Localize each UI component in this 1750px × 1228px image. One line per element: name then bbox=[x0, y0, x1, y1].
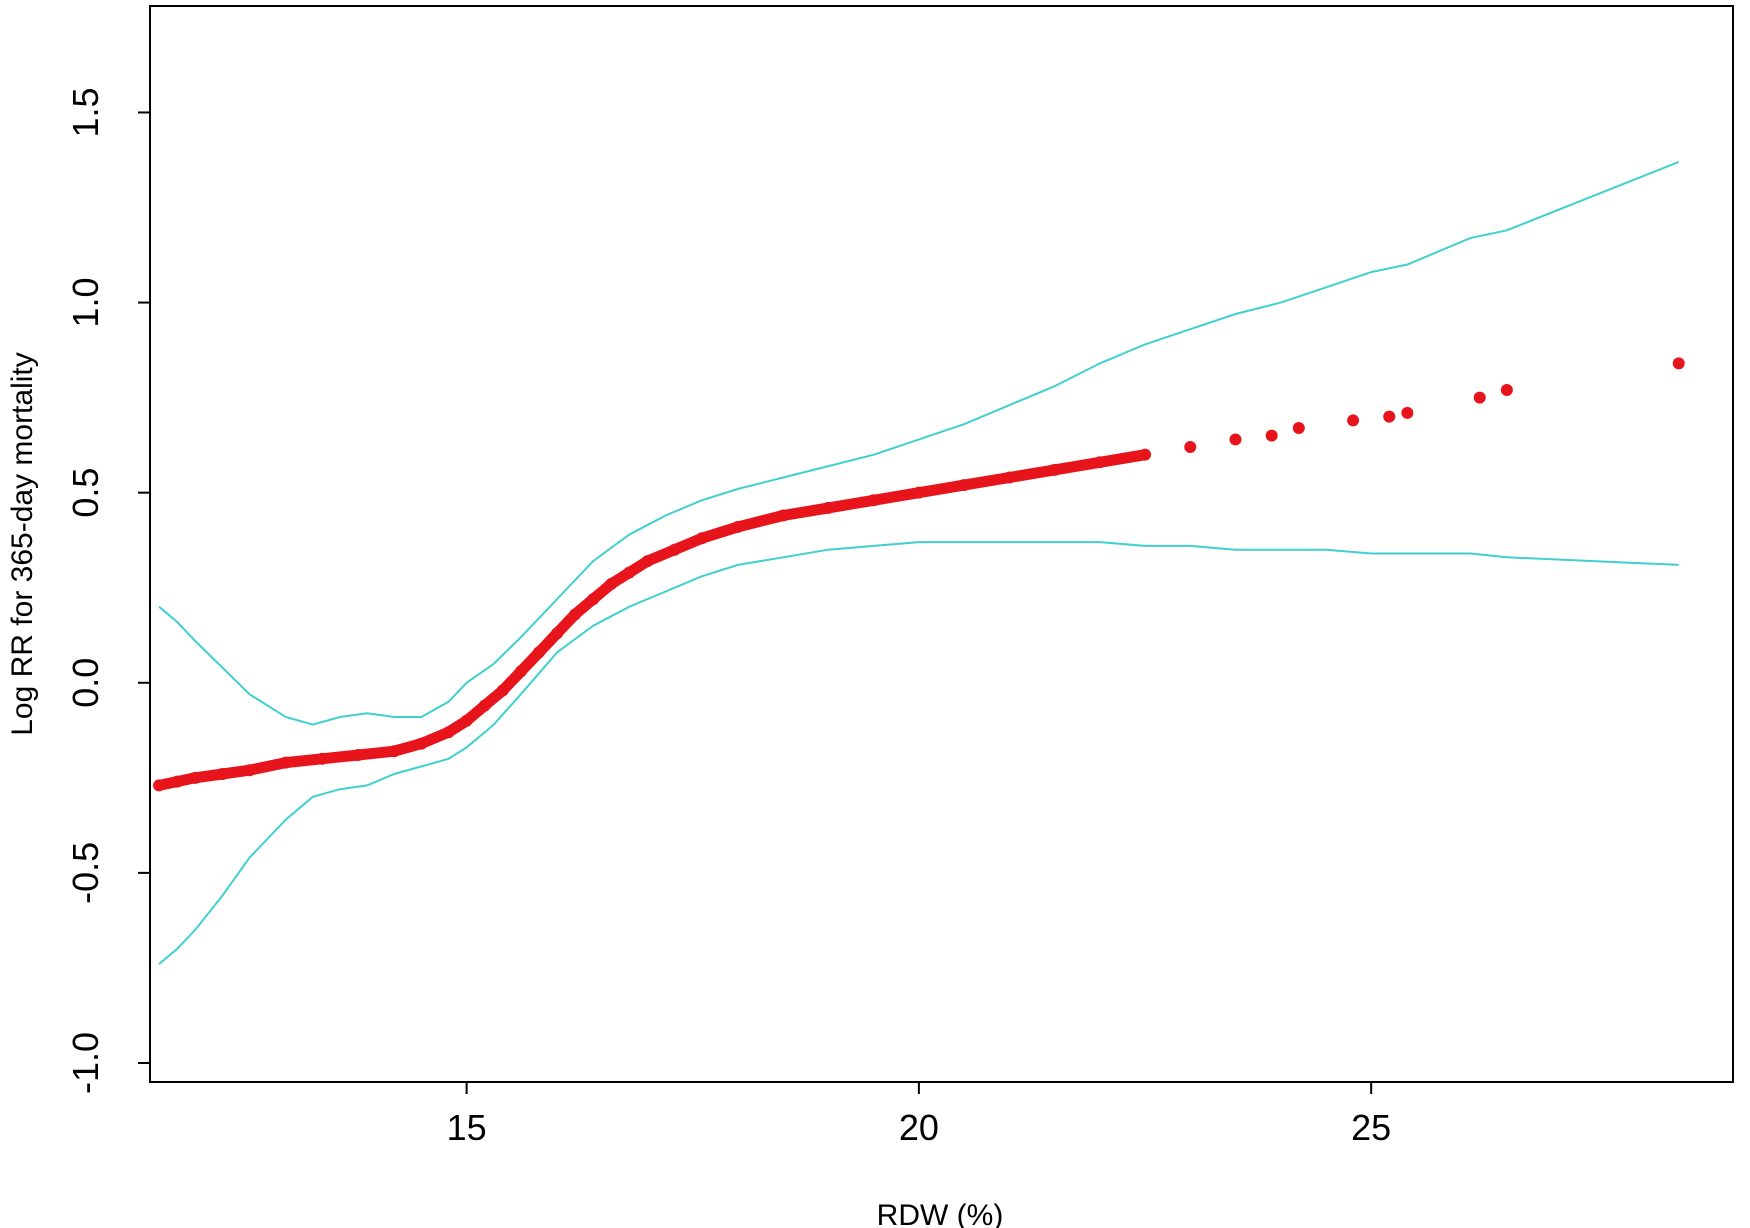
y-tick-label: 0.0 bbox=[65, 658, 106, 708]
estimate-point bbox=[1672, 357, 1685, 370]
estimate-point bbox=[1500, 384, 1513, 397]
lower-ci-line bbox=[158, 541, 1679, 965]
plot-frame bbox=[149, 5, 1734, 1083]
estimate-point bbox=[1184, 441, 1197, 454]
x-tick-label: 15 bbox=[447, 1107, 487, 1148]
estimate-point bbox=[1473, 391, 1486, 404]
confidence-bands bbox=[158, 160, 1680, 965]
estimate-point bbox=[1265, 429, 1278, 442]
y-tick-label: -1.0 bbox=[65, 1032, 106, 1094]
y-tick-label: 1.5 bbox=[65, 87, 106, 137]
y-axis-label: Log RR for 365-day mortality bbox=[6, 352, 39, 736]
x-axis-label: RDW (%) bbox=[877, 1199, 1004, 1228]
y-tick-label: 1.0 bbox=[65, 278, 106, 328]
y-tick-label: -0.5 bbox=[65, 842, 106, 904]
estimate-point bbox=[1401, 406, 1414, 419]
estimate-point bbox=[1229, 433, 1242, 446]
x-tick-label: 25 bbox=[1351, 1107, 1391, 1148]
y-tick-label: 0.5 bbox=[65, 468, 106, 518]
x-tick-label: 20 bbox=[899, 1107, 939, 1148]
estimate-points bbox=[153, 357, 1685, 792]
estimate-point bbox=[1347, 414, 1360, 427]
y-axis: -1.0 -0.5 0.0 0.5 1.0 1.5 bbox=[65, 87, 150, 1094]
estimate-point bbox=[1383, 410, 1396, 423]
upper-ci-line bbox=[158, 160, 1680, 726]
x-axis: 15 20 25 bbox=[447, 1082, 1391, 1148]
estimate-point bbox=[1292, 422, 1305, 435]
estimate-curve bbox=[153, 449, 1151, 791]
